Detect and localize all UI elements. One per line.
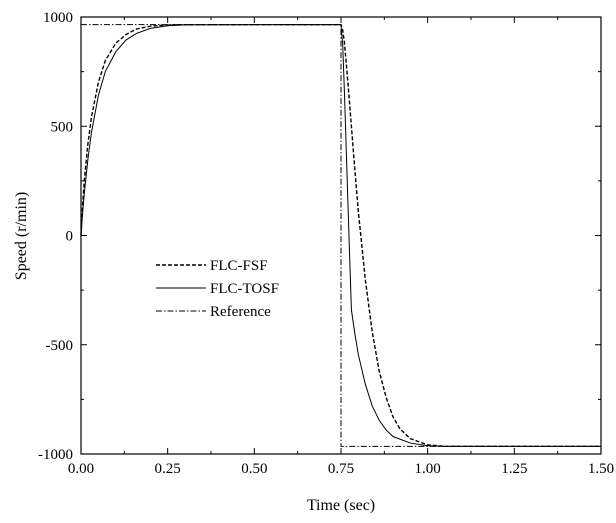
series-line-reference bbox=[81, 24, 601, 447]
legend: FLC-FSF FLC-TOSF Reference bbox=[156, 258, 279, 320]
ticks-layer: 0.00 0.25 0.50 0.75 1.00 1.25 1.50 1000 500 0 -500… bbox=[38, 10, 614, 477]
legend-label-flc-tosf: FLC-TOSF bbox=[210, 281, 279, 297]
legend-label-flc-fsf: FLC-FSF bbox=[210, 258, 268, 274]
x-tick-label: 0.50 bbox=[241, 461, 267, 477]
x-tick-label: 1.00 bbox=[415, 461, 441, 477]
x-tick-label: 1.25 bbox=[501, 461, 527, 477]
y-tick-label: 500 bbox=[51, 119, 74, 135]
y-tick-label: 1000 bbox=[43, 10, 73, 26]
x-axis-title: Time (sec) bbox=[307, 497, 375, 514]
x-tick-label: 0.00 bbox=[68, 461, 94, 477]
y-tick-label: -500 bbox=[46, 338, 74, 354]
x-tick-label: 0.75 bbox=[328, 461, 354, 477]
series-line-flc-tosf bbox=[80, 24, 601, 447]
x-tick-label: 0.25 bbox=[155, 461, 181, 477]
y-axis-title: Speed (r/min) bbox=[13, 192, 30, 280]
y-tick-label: -1000 bbox=[38, 447, 73, 463]
y-tick-label: 0 bbox=[66, 229, 74, 245]
x-tick-label: 1.50 bbox=[588, 461, 614, 477]
legend-label-reference: Reference bbox=[210, 304, 271, 320]
series-line-flc-fsf bbox=[80, 23, 601, 448]
series-layer bbox=[80, 23, 601, 448]
